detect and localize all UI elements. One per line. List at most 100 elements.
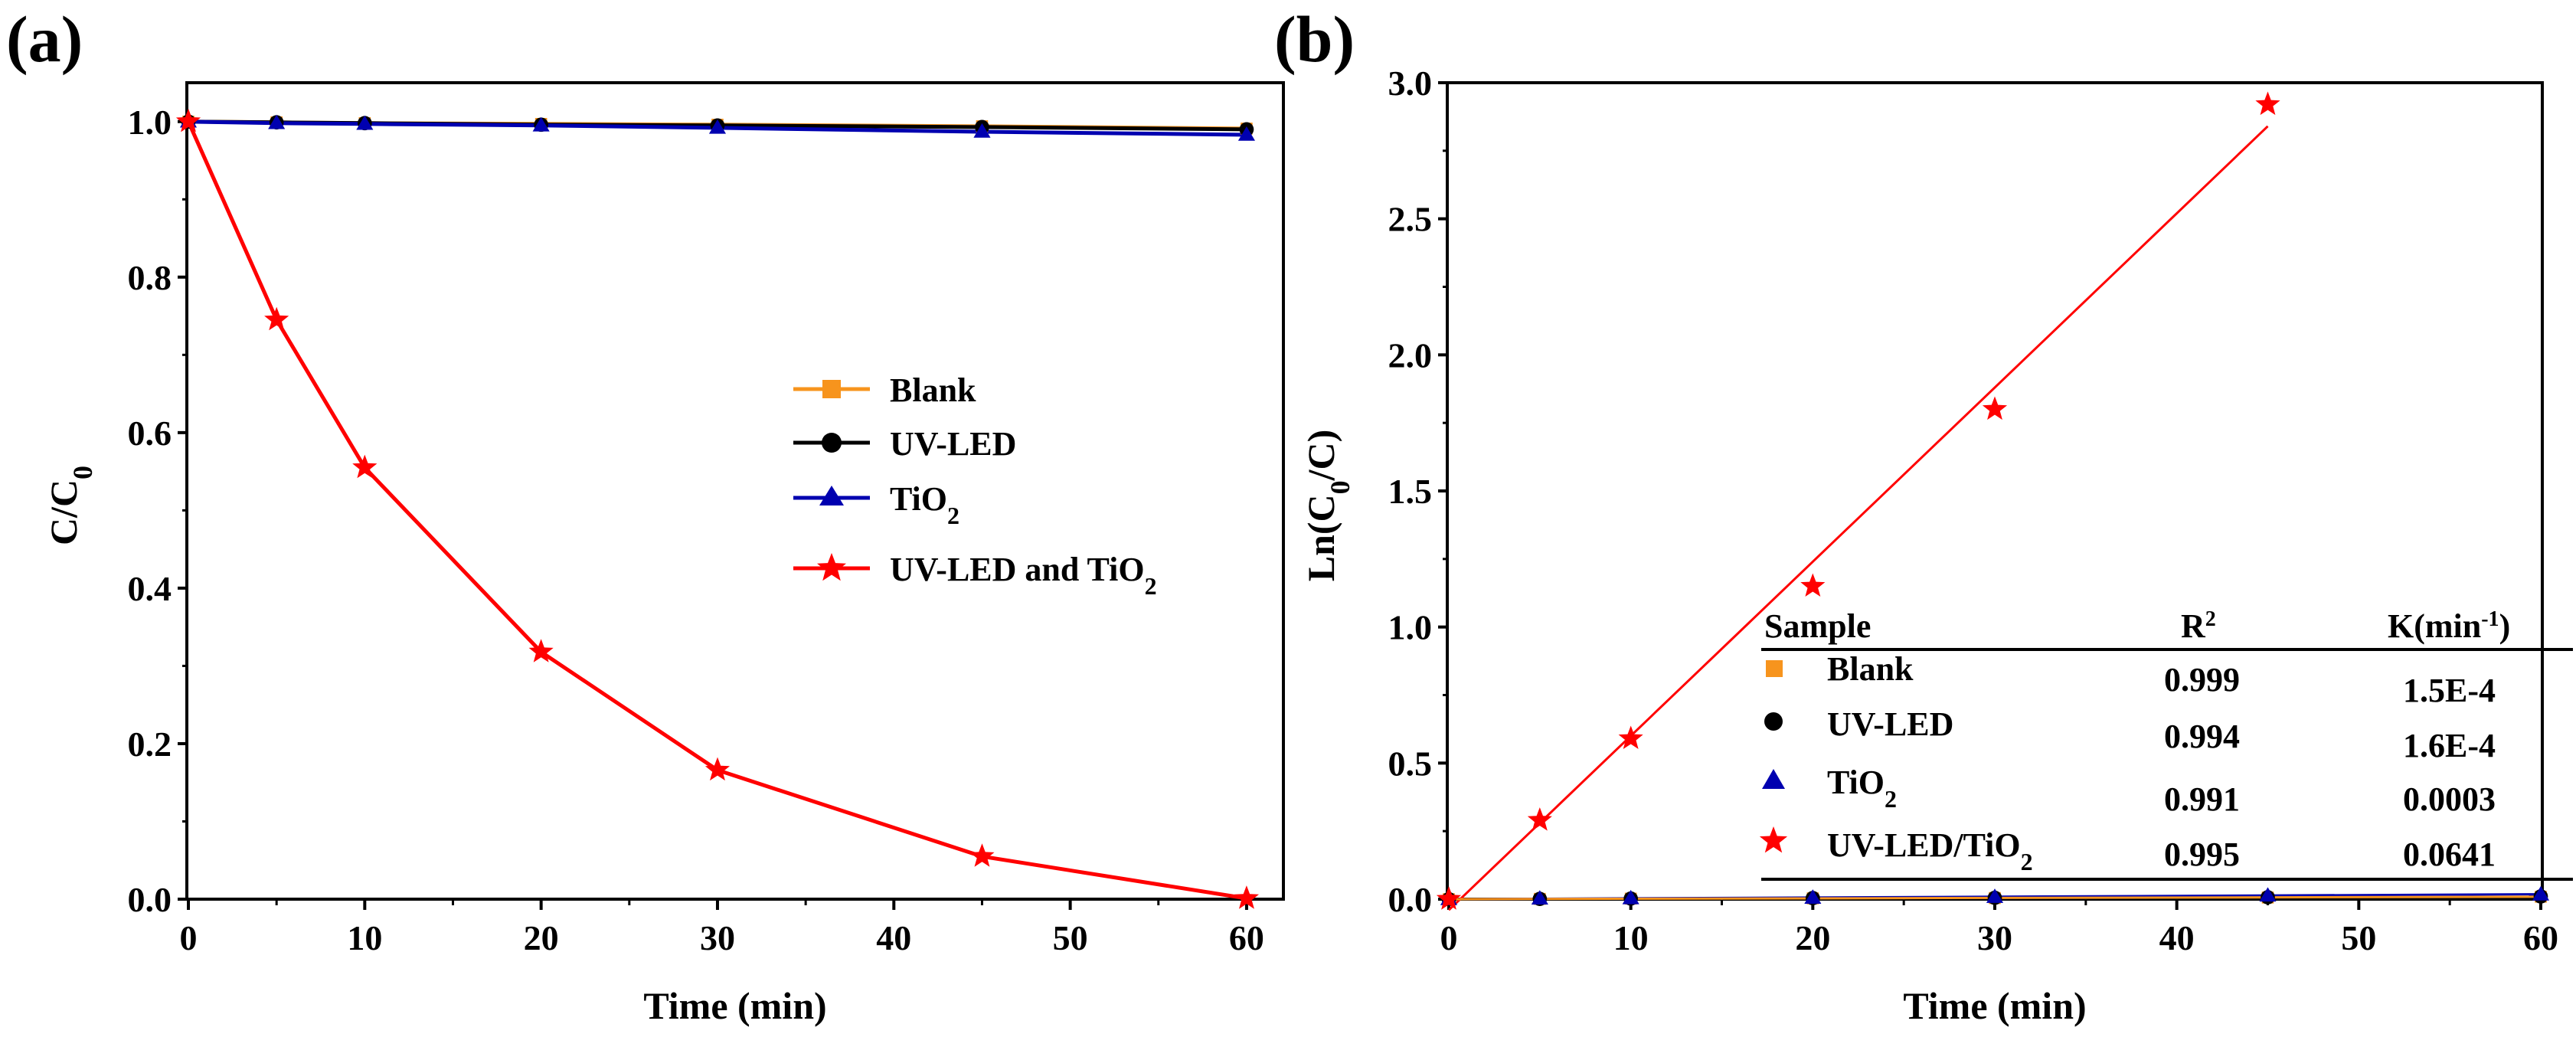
- panel-b-axes: 0 10 20 30 40 50 60 0.0 0.5 1.0 1.5 2.0 2.5 3.0: [1388, 64, 2559, 957]
- data-point-triangle: [2532, 885, 2550, 901]
- panel-b-frame: [1446, 81, 2544, 901]
- data-point-triangle: [356, 115, 374, 130]
- table-r2: 0.999: [2164, 661, 2240, 698]
- legend-marker-square-icon: [822, 380, 841, 398]
- y-tick-label: 0.6: [128, 414, 172, 453]
- y-tick-label: 1.5: [1388, 472, 1433, 511]
- data-point-triangle: [1622, 889, 1639, 905]
- table-header-k: K(min-1): [2388, 607, 2510, 646]
- data-point-star: [352, 454, 378, 479]
- data-point-star: [1800, 573, 1826, 597]
- series-line: [186, 120, 1247, 901]
- legend-item-tio2: TiO2: [793, 480, 959, 529]
- legend-label: Blank: [890, 371, 976, 409]
- table-r2: 0.991: [2164, 780, 2240, 818]
- panel-b-ylabel: Ln(C0/C): [1299, 430, 1355, 582]
- legend-marker-star-icon: [817, 553, 846, 581]
- panel-a-label: (a): [6, 2, 83, 76]
- table-row: TiO2 0.991 0.0003: [1762, 764, 2496, 818]
- x-tick-label: 20: [1795, 918, 1830, 957]
- x-tick-label: 40: [2159, 918, 2195, 957]
- data-point-triangle: [1804, 889, 1822, 904]
- y-tick-label: 0.2: [128, 725, 172, 764]
- panel-b-fit-lines: [1447, 125, 2542, 911]
- table-k: 0.0003: [2403, 780, 2496, 818]
- y-tick-label: 3.0: [1388, 64, 1433, 103]
- data-point-triangle: [2259, 887, 2277, 902]
- panel-a-axes: 0 10 20 30 40 50 60 0.0 0.2 0.4 0.6 0.8 1.0: [128, 103, 1264, 957]
- panel-a-ylabel: C/C0: [42, 466, 98, 545]
- fit-table: Sample R2 K(min-1) Blank 0.999 1.5E-4 UV…: [1759, 607, 2573, 881]
- legend-item-uv-led-and-tio2: UV-LED and TiO2: [793, 551, 1157, 600]
- y-tick-label: 2.0: [1388, 335, 1433, 375]
- legend-item-uv-led: UV-LED: [793, 425, 1016, 463]
- x-tick-label: 10: [1613, 918, 1649, 957]
- data-point-triangle: [1531, 890, 1548, 905]
- legend-label: TiO2: [890, 480, 959, 529]
- legend-marker-triangle-icon: [819, 486, 844, 505]
- y-tick-label: 0.4: [128, 569, 172, 608]
- table-r2: 0.995: [2164, 836, 2240, 873]
- panel-b-xlabel: Time (min): [1903, 984, 2086, 1027]
- data-point-star: [1618, 725, 1643, 749]
- panel-b-marks: [1436, 91, 2550, 910]
- x-tick-label: 30: [700, 918, 735, 957]
- data-point-star: [969, 843, 995, 867]
- x-tick-label: 0: [1440, 918, 1458, 957]
- data-point-triangle: [708, 119, 727, 134]
- panel-a-marks: [175, 108, 1259, 909]
- x-tick-label: 0: [180, 918, 198, 957]
- table-r2: 0.994: [2164, 718, 2240, 755]
- panel-b: (b) 0 10 20 30 40 50 60 0.0 0.5 1.0 1.5 2.0 2.5 3.0 T…: [1274, 2, 2573, 1027]
- data-point-star: [1234, 885, 1259, 909]
- data-point-star: [1982, 396, 2008, 420]
- data-point-star: [1527, 807, 1552, 831]
- legend-label: UV-LED and TiO2: [890, 551, 1157, 600]
- y-tick-label: 1.0: [128, 103, 172, 142]
- y-tick-label: 0.8: [128, 258, 172, 297]
- data-point-star: [264, 306, 289, 331]
- panel-b-label: (b): [1274, 2, 1355, 76]
- panel-a-frame: [185, 81, 1285, 901]
- legend-label: UV-LED: [890, 425, 1016, 463]
- table-k: 1.6E-4: [2403, 727, 2496, 764]
- data-point-star: [2255, 91, 2280, 116]
- x-tick-label: 50: [2341, 918, 2376, 957]
- y-tick-label: 0.0: [128, 880, 172, 919]
- data-point-star: [175, 108, 201, 132]
- x-tick-label: 10: [347, 918, 382, 957]
- data-point-star: [704, 757, 730, 781]
- table-header-sample: Sample: [1764, 607, 1871, 645]
- table-marker-square-icon: [1766, 660, 1783, 677]
- panel-a-legend: Blank UV-LED TiO2 UV-LED and TiO2: [793, 371, 1157, 600]
- x-tick-label: 60: [2523, 918, 2558, 957]
- table-sample: TiO2: [1827, 764, 1897, 813]
- table-row: UV-LED 0.994 1.6E-4: [1764, 705, 2496, 764]
- y-tick-label: 0.5: [1388, 744, 1433, 783]
- table-sample: Blank: [1827, 650, 1914, 688]
- table-k: 0.0641: [2403, 836, 2496, 873]
- table-marker-triangle-icon: [1762, 769, 1785, 789]
- y-tick-label: 0.0: [1388, 880, 1433, 919]
- data-point-star: [528, 639, 554, 662]
- data-point-star: [1436, 886, 1462, 910]
- table-header-r2: R2: [2181, 607, 2216, 646]
- legend-marker-circle-icon: [822, 433, 842, 453]
- data-point-triangle: [1237, 126, 1255, 141]
- data-point-triangle: [1986, 888, 2004, 903]
- y-tick-label: 1.0: [1388, 608, 1433, 647]
- data-point-triangle: [268, 114, 286, 129]
- data-point-triangle: [973, 123, 991, 138]
- table-row: Blank 0.999 1.5E-4: [1766, 650, 2496, 709]
- panel-a-xlabel: Time (min): [643, 984, 826, 1027]
- x-tick-label: 20: [524, 918, 559, 957]
- table-k: 1.5E-4: [2403, 672, 2496, 709]
- legend-item-blank: Blank: [793, 371, 976, 409]
- x-tick-label: 30: [1977, 918, 2012, 957]
- table-marker-star-icon: [1759, 826, 1788, 853]
- x-tick-label: 40: [876, 918, 911, 957]
- fit-line: [1447, 125, 2269, 911]
- data-point-triangle: [532, 116, 550, 132]
- table-row: UV-LED/TiO2 0.995 0.0641: [1759, 826, 2496, 875]
